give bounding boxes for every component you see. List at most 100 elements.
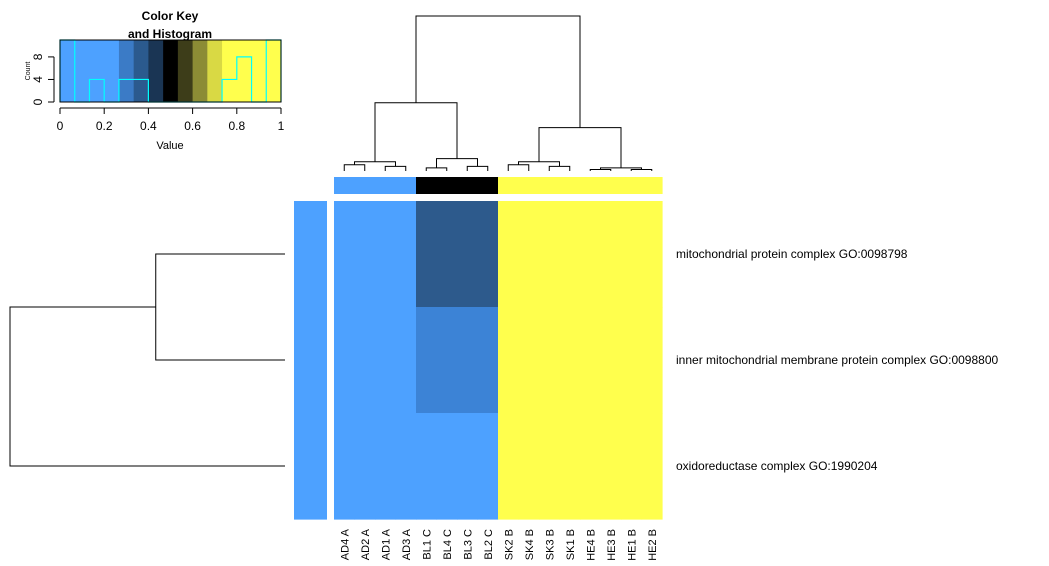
color-key-y-axis: 0 4 8: [31, 53, 55, 105]
column-side-color: [621, 177, 643, 194]
y-tick-label: 0: [31, 98, 45, 105]
column-dendrogram-link: [518, 161, 560, 167]
color-key-band-5: [177, 40, 194, 102]
column-label: AD3 A: [401, 528, 413, 560]
column-side-color: [395, 177, 417, 194]
column-side-color: [436, 177, 458, 194]
column-labels: AD4 A AD2 A AD1 A AD3 A BL1 C BL4 C BL3 C BL2 C…: [339, 528, 659, 560]
row-side-color: [294, 413, 327, 520]
heatmap-cell: [375, 307, 397, 414]
column-dendrogram-link: [354, 161, 396, 167]
heatmap-cell: [518, 307, 540, 414]
column-dendrogram-link: [343, 164, 366, 171]
heatmap-cells: [334, 201, 663, 520]
heatmap-cell: [600, 413, 622, 520]
color-key-x-label: Value: [156, 140, 183, 152]
row-dendrogram-link: [9, 306, 285, 467]
heatmap-cell: [498, 201, 520, 308]
x-tick-label: 0.2: [96, 119, 113, 133]
heatmap-cell: [436, 413, 458, 520]
column-label: BL1 C: [421, 529, 433, 560]
color-key-bands: [60, 40, 282, 102]
x-tick-label: 0.6: [184, 119, 201, 133]
color-key-band-1: [118, 40, 135, 102]
heatmap-cell: [600, 201, 622, 308]
column-dendrogram-link: [374, 102, 458, 162]
column-side-colors: [334, 177, 663, 194]
column-label: HE4 B: [585, 529, 597, 561]
color-key-band-4: [163, 40, 179, 102]
row-dendrogram-link: [155, 253, 285, 361]
heatmap-cell: [621, 201, 643, 308]
color-key-x-axis: 0 0.2 0.4 0.6 0.8 1: [57, 107, 285, 133]
color-key-band-7: [207, 40, 223, 102]
column-dendrogram-link: [507, 164, 530, 171]
heatmap-cell: [559, 413, 581, 520]
heatmap-cell: [375, 201, 397, 308]
heatmap-cell: [539, 307, 561, 414]
column-dendrogram-link: [630, 168, 653, 171]
heatmap-cell: [395, 413, 417, 520]
column-label: HE3 B: [606, 529, 618, 561]
y-tick-label: 8: [31, 53, 45, 60]
heatmap-cell: [334, 413, 356, 520]
column-side-color: [416, 177, 438, 194]
heatmap-cell: [559, 307, 581, 414]
heatmap-cell: [334, 307, 356, 414]
heatmap-cell: [518, 201, 540, 308]
heatmap-cell: [354, 307, 376, 414]
x-tick-label: 0: [57, 119, 64, 133]
column-side-color: [641, 177, 663, 194]
heatmap-cell: [477, 201, 499, 308]
heatmap-cell: [641, 307, 663, 414]
heatmap-cell: [580, 413, 602, 520]
column-label: SK3 B: [544, 529, 556, 560]
row-labels: mitochondrial protein complex GO:0098798…: [676, 247, 998, 473]
column-dendrogram: [343, 15, 653, 171]
color-key-band-6: [192, 40, 208, 102]
heatmap-cell: [457, 307, 479, 414]
color-key: 0 0.2 0.4 0.6 0.8 1 0 4 8 Color Key and Histogr…: [25, 9, 285, 152]
color-key-y-label: Count: [25, 62, 32, 81]
column-side-color: [375, 177, 397, 194]
heatmap-cell: [457, 413, 479, 520]
heatmap-cell: [436, 201, 458, 308]
heatmap-cell: [580, 307, 602, 414]
column-side-color: [539, 177, 561, 194]
column-dendrogram-link: [466, 165, 489, 171]
heatmap-cell: [539, 413, 561, 520]
column-label: AD1 A: [380, 528, 392, 560]
column-label: HE1 B: [626, 529, 638, 561]
column-side-color: [559, 177, 581, 194]
heatmap-cell: [539, 201, 561, 308]
column-side-color: [600, 177, 622, 194]
column-label: AD2 A: [360, 528, 372, 560]
x-tick-label: 1: [278, 119, 285, 133]
heatmap-cell: [518, 413, 540, 520]
heatmap-cell: [477, 413, 499, 520]
y-tick-label: 4: [31, 76, 45, 83]
heatmap-cell: [600, 307, 622, 414]
x-tick-label: 0.4: [140, 119, 157, 133]
heatmap-cell: [354, 201, 376, 308]
heatmap-cell: [477, 307, 499, 414]
x-tick-label: 0.8: [228, 119, 245, 133]
heatmap-cell: [559, 201, 581, 308]
heatmap-cell: [498, 413, 520, 520]
row-side-color: [294, 201, 327, 308]
column-label: BL3 C: [462, 529, 474, 560]
column-side-color: [334, 177, 356, 194]
column-side-color: [354, 177, 376, 194]
row-side-colors: [294, 201, 327, 520]
heatmap-cell: [416, 307, 438, 414]
column-side-color: [580, 177, 602, 194]
column-dendrogram-link: [384, 165, 407, 171]
column-dendrogram-link: [425, 167, 448, 171]
column-label: SK1 B: [565, 529, 577, 560]
column-label: SK2 B: [503, 529, 515, 560]
column-side-color: [457, 177, 479, 194]
heatmap-cell: [334, 201, 356, 308]
row-label: mitochondrial protein complex GO:0098798: [676, 247, 908, 261]
heatmap-cell: [621, 413, 643, 520]
